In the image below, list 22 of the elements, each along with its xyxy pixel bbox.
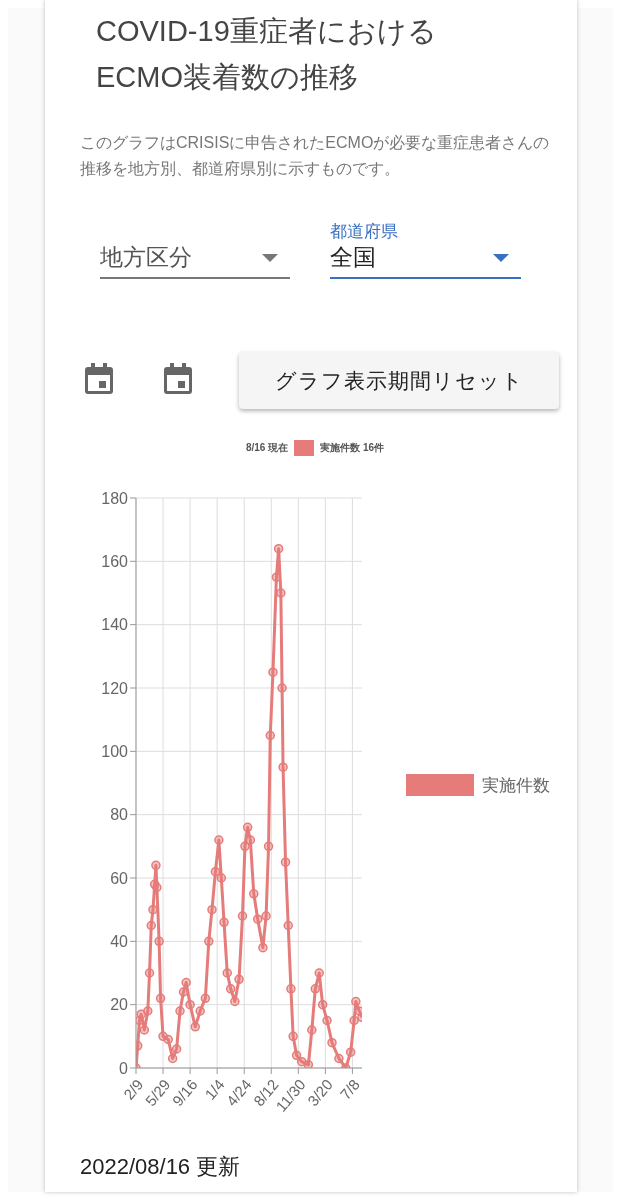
- y-tick-label: 180: [101, 489, 129, 507]
- y-tick-label: 40: [110, 933, 129, 951]
- text: 全国: [330, 243, 376, 272]
- y-tick-label: 0: [119, 1059, 129, 1077]
- y-tick-label: 80: [110, 806, 129, 824]
- y-tick-label: 60: [110, 869, 129, 887]
- y-tick-label: 160: [101, 553, 129, 571]
- x-tick-label: 7/8: [336, 1075, 363, 1103]
- chart-title: COVID-19重症者における ECMO装着数の推移: [96, 14, 438, 95]
- legend-label: 実施件数: [482, 774, 550, 797]
- y-tick-label: 100: [101, 743, 129, 761]
- text: 実施件数 16件: [320, 441, 385, 455]
- text: 8/16 現在: [245, 441, 289, 455]
- y-tick-label: 140: [101, 616, 129, 634]
- x-tick-label: 1/4: [201, 1075, 228, 1103]
- text: 都道府県: [330, 221, 398, 243]
- text: 2022/08/16 更新: [80, 1153, 241, 1181]
- text: グラフ表示期間リセット: [239, 352, 559, 409]
- chart-subtitle: このグラフはCRISISに申告されたECMOが必要な重症患者さんの推移を地方別、都道府県別に示すものです。: [80, 133, 550, 179]
- y-tick-label: 20: [110, 996, 129, 1014]
- y-tick-label: 120: [101, 679, 129, 697]
- text: 地方区分: [100, 243, 192, 272]
